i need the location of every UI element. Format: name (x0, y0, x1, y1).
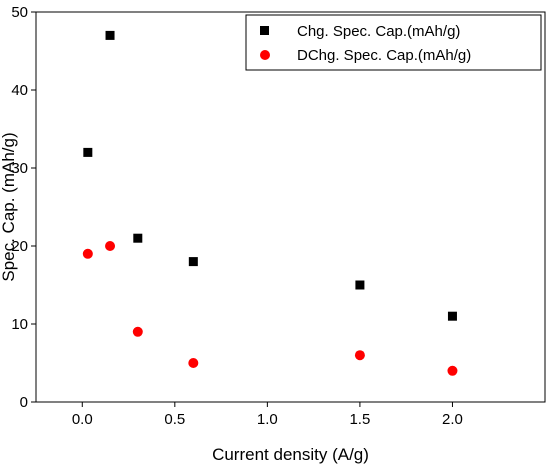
y-tick-label: 0 (20, 394, 28, 411)
x-tick-label: 2.0 (442, 411, 463, 428)
plot-frame (35, 11, 546, 403)
x-tick-label: 1.5 (349, 411, 370, 428)
chg-data-point (83, 147, 93, 157)
x-tick-label: 0.5 (164, 411, 185, 428)
x-axis-ticks: 0.0 0.5 1.0 1.5 2.0 (72, 402, 463, 428)
y-tick-label: 10 (11, 316, 28, 333)
y-tick-label: 40 (11, 82, 28, 99)
legend-label-chg: Chg. Spec. Cap.(mAh/g) (297, 23, 460, 40)
dchg-data-point (132, 326, 143, 337)
chg-data-point (188, 257, 198, 267)
legend: Chg. Spec. Cap.(mAh/g) DChg. Spec. Cap.(… (245, 14, 542, 71)
x-tick-label: 1.0 (257, 411, 278, 428)
chg-data-point (105, 30, 115, 40)
dchg-data-point (82, 248, 93, 259)
dchg-data-point (354, 350, 365, 361)
dchg-data-point (188, 358, 199, 368)
legend-marker-dchg (260, 50, 270, 60)
y-tick-label: 20 (11, 238, 28, 255)
data-points (82, 30, 458, 376)
dchg-data-point (447, 365, 458, 376)
x-tick-label: 0.0 (72, 411, 93, 428)
chg-data-point (355, 280, 365, 290)
y-tick-label: 30 (11, 160, 28, 177)
y-axis-title: Spec. Cap. (mAh/g) (0, 132, 18, 281)
chg-data-point (133, 233, 143, 243)
legend-box (245, 14, 542, 71)
y-tick-label: 50 (11, 4, 28, 21)
legend-marker-chg (260, 26, 269, 35)
dchg-data-point (105, 241, 116, 251)
legend-label-dchg: DChg. Spec. Cap.(mAh/g) (297, 47, 471, 64)
y-axis-ticks: 0 10 20 30 40 50 (11, 4, 36, 411)
x-axis-title: Current density (A/g) (212, 445, 369, 464)
chg-data-point (447, 311, 457, 321)
